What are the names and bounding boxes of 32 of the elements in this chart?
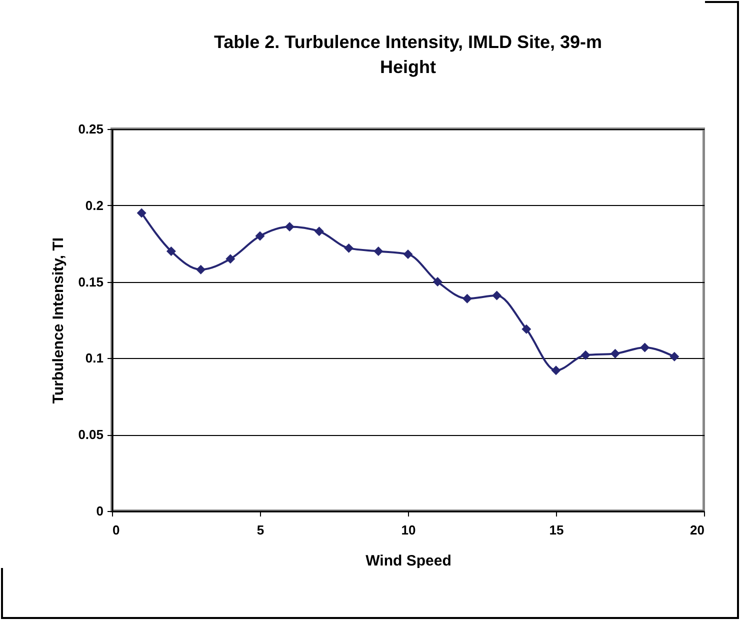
point (196, 264, 206, 274)
point (580, 350, 590, 360)
point (670, 352, 680, 362)
x-tick-label: 10 (401, 522, 416, 538)
point (640, 342, 650, 352)
y-tick-label: 0.25 (78, 122, 104, 136)
point (610, 348, 620, 358)
x-tick-label: 20 (690, 522, 704, 538)
point (522, 324, 532, 334)
point (226, 254, 236, 264)
point (136, 208, 146, 218)
point (403, 250, 413, 260)
point (166, 246, 176, 256)
chart-title: Table 2. Turbulence Intensity, IMLD Site, 39-m Height (214, 32, 602, 77)
x-tick-label: 0 (112, 522, 120, 538)
x-tick-label: 15 (549, 522, 564, 538)
y-tick-label: 0.05 (78, 427, 104, 442)
x-tick-label: 5 (256, 522, 264, 538)
point (432, 277, 442, 287)
point (374, 246, 384, 256)
point (255, 231, 265, 241)
point (344, 243, 354, 253)
point (551, 366, 561, 376)
point (492, 290, 502, 300)
point (314, 226, 324, 236)
y-tick-label: 0.15 (78, 274, 104, 290)
y-tick-label: 0.1 (85, 350, 104, 366)
y-axis-title: Turbulence Intensity, TI (50, 237, 68, 404)
y-tick-label: 0 (96, 504, 104, 518)
point (462, 294, 472, 304)
y-tick-label: 0.2 (85, 198, 104, 213)
point (284, 222, 294, 232)
